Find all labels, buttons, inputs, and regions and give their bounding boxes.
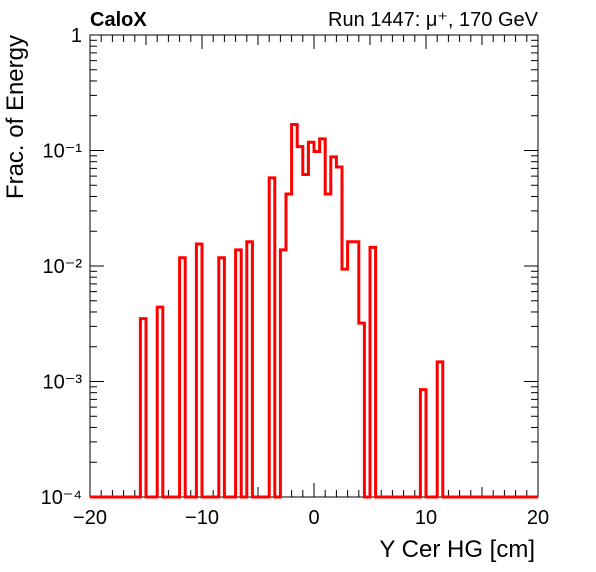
histogram-bin (353, 242, 359, 497)
histogram-bin (437, 362, 443, 497)
histogram-bin (331, 157, 337, 497)
y-tick-label: 1 (71, 25, 82, 47)
histogram-bin (286, 194, 292, 497)
histogram-bin (308, 142, 314, 497)
plot-area: −20 −10 0 10 20 10⁻⁴ 10⁻³ 10⁻² 10⁻¹ 1 (41, 25, 550, 529)
y-tick-label: 10⁻³ (43, 372, 83, 394)
x-axis-label: Y Cer HG [cm] (379, 536, 535, 563)
x-tick-label: 0 (308, 507, 319, 529)
histogram-bin (320, 139, 326, 497)
histogram-bin (180, 258, 186, 497)
histogram-bin (219, 258, 225, 497)
histogram-bin (314, 152, 320, 497)
histogram-bin (359, 323, 365, 497)
y-axis-label: Frac. of Energy (2, 35, 29, 199)
x-tick-label: 10 (415, 507, 437, 529)
histogram-bin (157, 307, 163, 497)
histogram-bin (292, 124, 298, 497)
chart-title: CaloX (90, 9, 147, 31)
histogram-bin (348, 242, 354, 497)
x-tick-label: −10 (185, 507, 219, 529)
x-tick-label: 20 (527, 507, 549, 529)
histogram-bin (297, 147, 303, 497)
y-tick-label: 10⁻² (43, 256, 83, 278)
histogram-series-line (90, 122, 538, 499)
histogram-bin (336, 167, 342, 497)
histogram-bin (269, 178, 275, 497)
y-tick-label: 10⁻⁴ (41, 487, 82, 509)
histogram-bin (280, 250, 286, 497)
histogram-bin (236, 250, 242, 497)
histogram-bin (303, 174, 309, 497)
histogram-bin (325, 194, 331, 497)
histogram-bin (247, 242, 253, 497)
histogram-bin (140, 319, 146, 497)
chart-subtitle: Run 1447: μ⁺, 170 GeV (328, 9, 539, 31)
histogram-bin (342, 269, 348, 497)
histogram-bin (420, 390, 426, 497)
histogram-bin (196, 244, 202, 497)
histogram-bin (370, 247, 376, 497)
x-tick-label: −20 (73, 507, 107, 529)
y-tick-label: 10⁻¹ (43, 141, 83, 163)
